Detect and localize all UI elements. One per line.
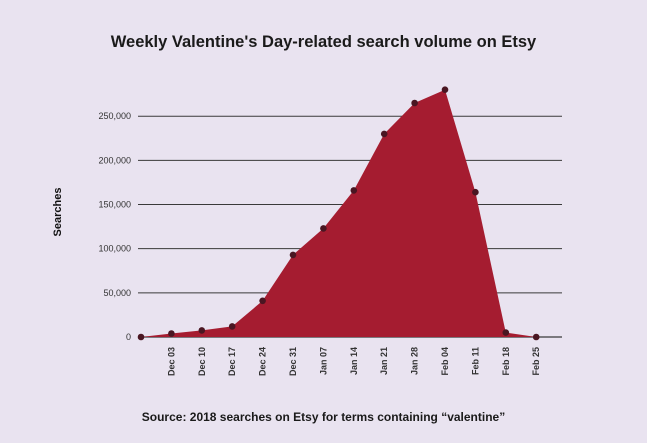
data-point — [472, 188, 479, 196]
x-tick-label: Feb 04 — [440, 347, 450, 376]
y-tick-label: 200,000 — [98, 155, 131, 165]
chart-source: Source: 2018 searches on Etsy for terms … — [141, 410, 506, 424]
search-volume-area — [141, 89, 537, 337]
y-tick-label: 0 — [126, 332, 131, 342]
x-tick-label: Jan 07 — [318, 347, 328, 375]
data-point — [350, 187, 358, 194]
x-tick-label: Dec 24 — [258, 347, 268, 376]
x-tick-label: Dec 03 — [166, 347, 176, 376]
data-point — [198, 327, 206, 334]
x-tick-label: Dec 10 — [197, 347, 207, 376]
x-tick-label: Dec 17 — [227, 347, 237, 376]
x-tick-label: Dec 31 — [288, 347, 298, 376]
data-point — [411, 99, 418, 107]
x-tick-label: Jan 14 — [349, 347, 359, 375]
x-tick-label: Feb 25 — [531, 347, 541, 376]
y-tick-label: 100,000 — [98, 244, 131, 254]
data-points — [137, 86, 540, 341]
y-tick-label: 150,000 — [98, 200, 131, 210]
data-point — [502, 329, 510, 336]
data-point — [168, 330, 175, 337]
data-point — [228, 323, 236, 330]
x-tick-label: Feb 18 — [501, 347, 511, 376]
y-axis-ticks: 0 50,000 100,000 150,000 200,000 250,000 — [98, 111, 131, 342]
data-point — [380, 130, 388, 138]
chart-title: Weekly Valentine's Day-related search vo… — [110, 33, 537, 51]
y-tick-label: 50,000 — [103, 288, 131, 298]
x-tick-label: Jan 21 — [379, 347, 389, 375]
x-axis-ticks: Dec 03 Dec 10 Dec 17 Dec 24 Dec 31 Jan 07 Jan … — [166, 347, 541, 376]
data-point — [320, 225, 327, 232]
data-point — [289, 251, 297, 259]
data-point — [532, 333, 540, 341]
data-point — [259, 297, 266, 305]
x-tick-label: Feb 11 — [470, 347, 480, 375]
y-tick-label: 250,000 — [98, 111, 131, 121]
x-tick-label: Jan 28 — [410, 347, 420, 375]
y-axis-label: Searches — [52, 188, 64, 237]
data-point — [137, 333, 145, 341]
data-point — [441, 86, 449, 93]
